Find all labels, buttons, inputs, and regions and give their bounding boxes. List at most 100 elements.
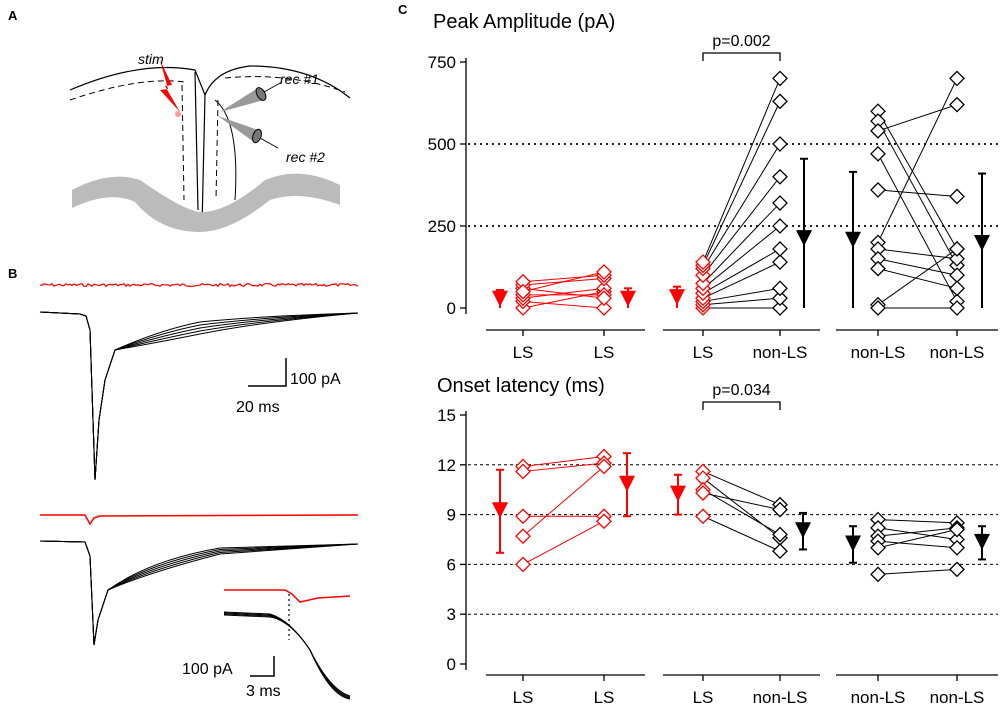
pair-line xyxy=(702,515,781,552)
trace-black-1 xyxy=(39,311,359,481)
data-point xyxy=(870,145,886,162)
pair-line xyxy=(522,520,605,565)
pair-line xyxy=(702,202,781,284)
scale-bar-2 xyxy=(250,656,275,677)
y-tick-label: 3 xyxy=(447,605,456,624)
pair-line xyxy=(877,540,958,549)
trace-black-2 xyxy=(39,540,359,646)
data-point xyxy=(695,254,711,270)
pair-line xyxy=(522,287,605,299)
white-matter-band xyxy=(72,173,340,232)
data-point xyxy=(870,566,886,583)
significance-label: p=0.002 xyxy=(712,33,770,50)
data-point xyxy=(870,122,886,139)
pair-line xyxy=(877,78,958,243)
rec2-tip xyxy=(252,128,262,144)
pair-line xyxy=(877,527,958,540)
x-tick-label: LS xyxy=(594,343,615,362)
chart0-title: Peak Amplitude (pA) xyxy=(433,11,615,33)
data-point xyxy=(949,267,965,284)
y-tick-label: 9 xyxy=(447,506,456,525)
brain-layer-left xyxy=(69,80,186,101)
pair-line xyxy=(877,110,958,250)
data-point xyxy=(772,526,788,543)
trace-black-1 xyxy=(39,311,359,481)
y-tick-label: 6 xyxy=(447,555,456,574)
mean-marker xyxy=(795,522,811,539)
data-point xyxy=(515,508,531,525)
trace-red-2 xyxy=(40,514,359,526)
y-tick-label: 0 xyxy=(447,299,456,318)
mean-marker xyxy=(670,485,686,502)
data-point xyxy=(515,556,531,573)
rec1-wire xyxy=(263,81,283,93)
data-point xyxy=(772,280,788,297)
data-point xyxy=(949,561,965,578)
stim-label: stim xyxy=(138,51,164,67)
trace-black-2 xyxy=(39,540,359,646)
mean-marker xyxy=(974,533,990,550)
traces-group xyxy=(39,282,359,700)
data-point xyxy=(949,539,965,556)
pair-line xyxy=(877,104,958,132)
mean-marker xyxy=(669,289,685,306)
y-tick-label: 750 xyxy=(428,53,456,72)
pair-line xyxy=(702,248,781,294)
pair-line xyxy=(522,300,605,309)
stim-bolt-icon xyxy=(160,60,180,112)
data-point xyxy=(949,241,965,257)
data-point xyxy=(870,300,886,316)
pair-line xyxy=(702,78,781,263)
inset-trace-red xyxy=(224,589,351,603)
layer-curve xyxy=(214,99,237,201)
data-point xyxy=(772,543,788,560)
pair-line xyxy=(522,456,605,467)
pair-line xyxy=(877,248,958,306)
data-point xyxy=(772,218,788,234)
stim-point xyxy=(175,111,181,117)
data-point xyxy=(772,254,788,270)
trace-red-1 xyxy=(39,282,359,288)
mean-marker xyxy=(619,475,635,492)
pair-line xyxy=(522,462,605,472)
pair-line xyxy=(522,466,605,537)
data-point xyxy=(949,96,965,113)
pair-line xyxy=(877,248,958,260)
data-point xyxy=(772,168,788,185)
pair-line xyxy=(702,287,781,302)
data-point xyxy=(772,93,788,110)
panel-a: A stim rec #1 rec #2 xyxy=(8,8,351,232)
data-point xyxy=(596,458,612,475)
pair-line xyxy=(702,470,781,506)
trace-black-1 xyxy=(39,311,359,481)
mean-marker xyxy=(492,290,508,307)
data-point xyxy=(695,485,711,501)
data-point xyxy=(772,136,788,152)
pair-line xyxy=(702,489,781,535)
mean-marker xyxy=(845,535,861,552)
pair-line xyxy=(877,258,958,276)
pair-line xyxy=(702,225,781,289)
panel-b: B 100 pA 20 ms 100 pA 3 ms xyxy=(8,266,359,700)
y-tick-label: 12 xyxy=(437,456,456,475)
pair-line xyxy=(877,268,958,289)
y-tick-label: 15 xyxy=(437,406,456,425)
rec2-wire xyxy=(259,137,279,149)
mean-marker xyxy=(620,290,636,307)
pair-line xyxy=(522,271,605,293)
brain-layer-right xyxy=(224,76,346,93)
scale1-current: 100 pA xyxy=(290,371,341,388)
trace-black-1 xyxy=(39,311,359,481)
chart-peak-amplitude: Peak Amplitude (pA) 0 250 500 750 LS LS LS non-… xyxy=(428,11,998,362)
data-point xyxy=(949,280,965,297)
data-point xyxy=(596,290,612,307)
data-point xyxy=(596,300,612,316)
trace-black-2 xyxy=(39,540,359,646)
rec2-label: rec #2 xyxy=(286,149,325,165)
x-tick-label: non-LS xyxy=(753,688,808,707)
data-point xyxy=(949,521,965,538)
pair-line xyxy=(702,492,781,511)
inset-trace-black xyxy=(223,614,351,700)
mean-marker xyxy=(796,230,812,247)
